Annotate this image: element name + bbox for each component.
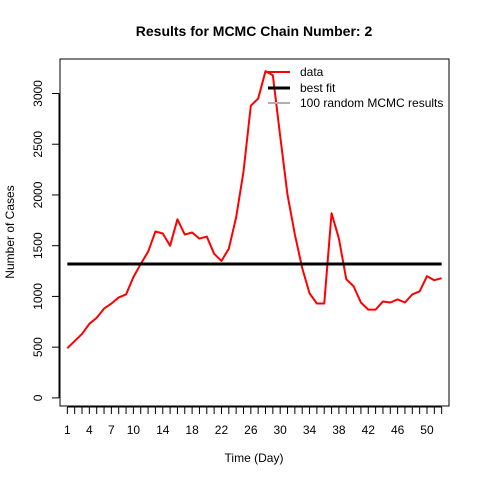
chart-title: Results for MCMC Chain Number: 2	[136, 23, 373, 39]
x-tick-label: 22	[215, 423, 229, 437]
y-axis: 0 500 1000 1500 2000 2500 3000	[31, 80, 60, 401]
x-tick-label: 18	[185, 423, 199, 437]
x-tick-label: 42	[362, 423, 376, 437]
x-tick-label: 46	[391, 423, 405, 437]
y-tick-label: 2000	[31, 181, 45, 208]
x-tick-labels: 1 4 7 10 14 18 22 26 30 34 38 42 46 50	[64, 423, 434, 437]
y-tick-label: 0	[31, 394, 45, 401]
x-ticks	[66, 407, 443, 414]
y-ticks	[52, 92, 59, 399]
x-tick-label: 34	[303, 423, 317, 437]
series-line-data	[66, 70, 442, 349]
legend: data best fit 100 random MCMC results	[268, 65, 443, 110]
x-tick-label: 4	[86, 423, 93, 437]
y-tick-label: 1500	[31, 232, 45, 259]
x-axis-label: Time (Day)	[225, 451, 284, 465]
y-tick-label: 1000	[31, 283, 45, 310]
y-tick-label: 2500	[31, 131, 45, 158]
legend-label-data: data	[300, 65, 324, 79]
y-axis-label: Number of Cases	[3, 185, 17, 278]
legend-label-best-fit: best fit	[300, 81, 336, 95]
plot-frame	[59, 58, 450, 407]
series-layer	[66, 70, 442, 349]
x-tick-label: 50	[420, 423, 434, 437]
x-tick-label: 10	[127, 423, 141, 437]
x-tick-label: 30	[274, 423, 288, 437]
x-tick-label: 26	[244, 423, 258, 437]
y-tick-label: 500	[31, 337, 45, 357]
x-tick-label: 7	[108, 423, 115, 437]
legend-label-mcmc: 100 random MCMC results	[300, 96, 443, 110]
x-tick-label: 14	[156, 423, 170, 437]
y-tick-label: 3000	[31, 80, 45, 107]
y-tick-labels: 0 500 1000 1500 2000 2500 3000	[31, 80, 45, 401]
x-tick-label: 38	[332, 423, 346, 437]
x-axis: 1 4 7 10 14 18 22 26 30 34 38 42 46 50	[64, 406, 443, 437]
x-tick-label: 1	[64, 423, 71, 437]
